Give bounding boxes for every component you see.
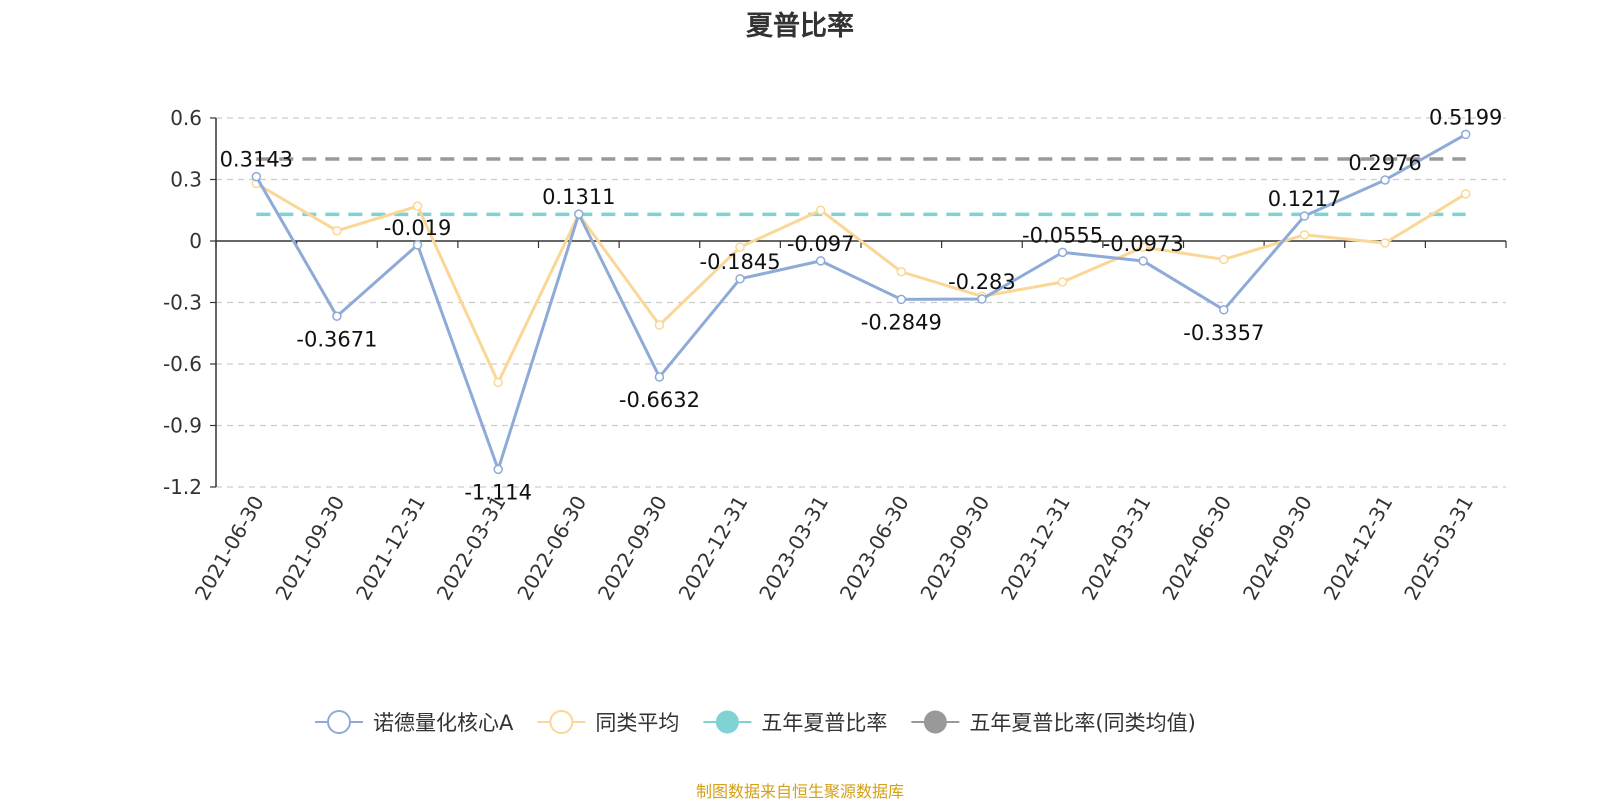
y-tick-label: -0.3 — [163, 291, 202, 315]
data-point[interactable] — [1138, 256, 1148, 266]
data-label: -0.283 — [948, 270, 1016, 294]
data-label: -0.2849 — [861, 310, 942, 334]
legend-label: 五年夏普比率 — [761, 711, 887, 735]
x-tick-label: 2022-12-31 — [673, 492, 752, 605]
data-labels: 0.3143 -0.3671 -0.019 -1.114 0.1311 -0.6632 -0… — [220, 105, 1503, 504]
source-note: 制图数据来自恒生聚源数据库 — [695, 782, 904, 801]
series-layer — [251, 129, 1471, 475]
x-tick-label: 2024-03-31 — [1077, 492, 1156, 605]
data-label: -0.1845 — [700, 250, 781, 274]
x-tick-label: 2024-12-31 — [1318, 492, 1397, 605]
legend-swatch-marker — [923, 710, 947, 734]
legend-label: 五年夏普比率(同类均值) — [969, 711, 1195, 735]
data-label: 0.2976 — [1348, 151, 1421, 175]
data-label: -1.114 — [464, 480, 532, 504]
data-point[interactable] — [1057, 247, 1068, 258]
data-point[interactable] — [1138, 242, 1148, 252]
y-tick-label: 0.6 — [170, 106, 202, 130]
legend-item[interactable]: 五年夏普比率(同类均值) — [911, 710, 1196, 735]
data-point[interactable] — [1299, 230, 1310, 240]
data-point[interactable] — [1219, 305, 1229, 315]
data-point[interactable] — [412, 240, 423, 250]
data-point[interactable] — [1057, 277, 1068, 287]
data-point[interactable] — [574, 209, 584, 219]
data-point[interactable] — [1460, 189, 1471, 199]
data-point[interactable] — [977, 294, 987, 304]
x-tick-label: 2023-12-31 — [996, 492, 1075, 605]
x-tick-label: 2024-09-30 — [1238, 492, 1317, 605]
data-point[interactable] — [1380, 175, 1390, 185]
data-label: -0.019 — [384, 216, 452, 240]
series-line — [255, 133, 1467, 471]
legend[interactable]: 诺德量化核心A 同类平均 五年夏普比率 五年夏普比率(同类均值) — [315, 710, 1196, 735]
chart-title: 夏普比率 — [746, 11, 854, 42]
x-tick-label: 2022-03-31 — [432, 492, 511, 605]
data-label: 0.3143 — [220, 148, 293, 172]
x-tick-label: 2023-09-30 — [915, 492, 994, 605]
data-point[interactable] — [896, 294, 907, 305]
y-tick-label: 0.3 — [170, 168, 202, 192]
data-label: -0.0973 — [1103, 232, 1184, 256]
grid-layer — [216, 117, 1506, 488]
data-label: 0.1311 — [542, 185, 615, 209]
legend-swatch-marker — [715, 710, 739, 734]
data-point[interactable] — [332, 311, 342, 322]
data-point[interactable] — [654, 372, 665, 382]
x-tick-label: 2021-06-30 — [190, 492, 269, 605]
legend-swatch-marker — [549, 710, 574, 734]
x-tick-label: 2025-03-31 — [1399, 492, 1478, 605]
y-tick-label: -0.6 — [163, 352, 202, 376]
data-point[interactable] — [654, 320, 665, 330]
data-point[interactable] — [493, 464, 503, 475]
data-label: 0.5199 — [1429, 105, 1502, 129]
x-tick-label: 2023-06-30 — [835, 492, 914, 605]
data-point[interactable] — [1219, 254, 1229, 265]
data-label: -0.6632 — [619, 388, 700, 412]
legend-item[interactable]: 五年夏普比率 — [703, 710, 887, 735]
data-point[interactable] — [735, 242, 745, 252]
data-point[interactable] — [412, 201, 423, 211]
data-point[interactable] — [735, 274, 745, 284]
reference-lines — [256, 157, 1466, 217]
legend-label: 同类平均 — [595, 711, 679, 735]
data-label: -0.3357 — [1183, 321, 1264, 345]
data-point[interactable] — [1299, 211, 1310, 221]
legend-label: 诺德量化核心A — [373, 711, 514, 735]
y-tick-label: -1.2 — [163, 475, 202, 499]
data-label: -0.0555 — [1022, 223, 1103, 247]
legend-item[interactable]: 同类平均 — [537, 710, 679, 735]
data-label: 0.1217 — [1268, 187, 1341, 211]
series-line — [255, 182, 1467, 384]
y-tick-label: -0.9 — [163, 414, 202, 438]
data-point[interactable] — [251, 171, 262, 182]
legend-item[interactable]: 诺德量化核心A — [315, 710, 514, 735]
data-point[interactable] — [896, 267, 907, 277]
data-point[interactable] — [1380, 238, 1390, 248]
data-point[interactable] — [815, 205, 826, 215]
data-label: -0.097 — [787, 232, 855, 256]
x-tick-label: 2022-06-30 — [512, 492, 591, 605]
data-point[interactable] — [332, 226, 342, 236]
y-tick-label: 0 — [189, 229, 202, 253]
data-point[interactable] — [493, 377, 503, 388]
x-tick-label: 2022-09-30 — [593, 492, 672, 605]
x-tick-label: 2021-09-30 — [270, 492, 349, 605]
x-tick-label: 2021-12-31 — [351, 492, 430, 605]
x-tick-label: 2024-06-30 — [1157, 492, 1236, 605]
data-label: -0.3671 — [296, 327, 377, 351]
data-point[interactable] — [815, 256, 826, 266]
x-tick-label: 2023-03-31 — [754, 492, 833, 605]
legend-swatch-marker — [327, 710, 351, 734]
data-point[interactable] — [1460, 129, 1471, 140]
